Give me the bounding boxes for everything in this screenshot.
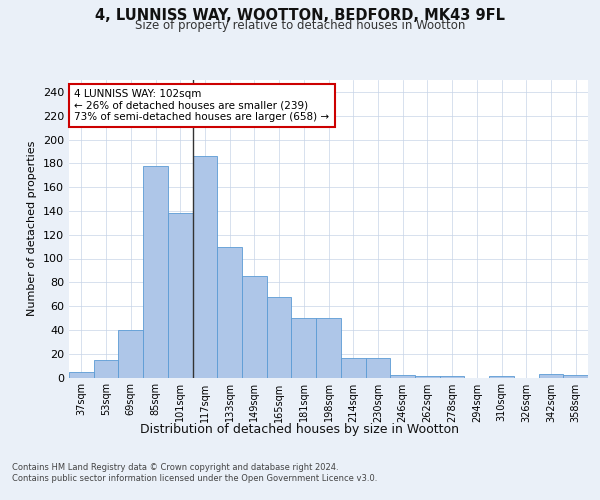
Bar (267, 296, 292, 378)
Y-axis label: Number of detached properties: Number of detached properties (28, 141, 37, 316)
Bar (489, 376, 514, 378)
Text: 4 LUNNISS WAY: 102sqm
← 26% of detached houses are smaller (239)
73% of semi-det: 4 LUNNISS WAY: 102sqm ← 26% of detached … (74, 89, 329, 122)
Bar (292, 318, 316, 378)
Bar (168, 214, 193, 378)
Bar (539, 374, 563, 378)
Bar (563, 375, 588, 378)
Bar (217, 246, 242, 378)
Bar (440, 376, 464, 378)
Text: Distribution of detached houses by size in Wootton: Distribution of detached houses by size … (140, 422, 460, 436)
Bar (341, 358, 365, 378)
Bar (415, 376, 440, 378)
Text: 4, LUNNISS WAY, WOOTTON, BEDFORD, MK43 9FL: 4, LUNNISS WAY, WOOTTON, BEDFORD, MK43 9… (95, 8, 505, 22)
Text: Size of property relative to detached houses in Wootton: Size of property relative to detached ho… (135, 19, 465, 32)
Bar (365, 358, 390, 378)
Text: Contains HM Land Registry data © Crown copyright and database right 2024.: Contains HM Land Registry data © Crown c… (12, 462, 338, 471)
Bar (390, 375, 415, 378)
Text: Contains public sector information licensed under the Open Government Licence v3: Contains public sector information licen… (12, 474, 377, 483)
Bar (143, 166, 168, 378)
Bar (316, 318, 341, 378)
Bar (94, 360, 118, 378)
Bar (118, 330, 143, 378)
Bar (193, 156, 217, 378)
Bar (242, 276, 267, 378)
Bar (69, 372, 94, 378)
